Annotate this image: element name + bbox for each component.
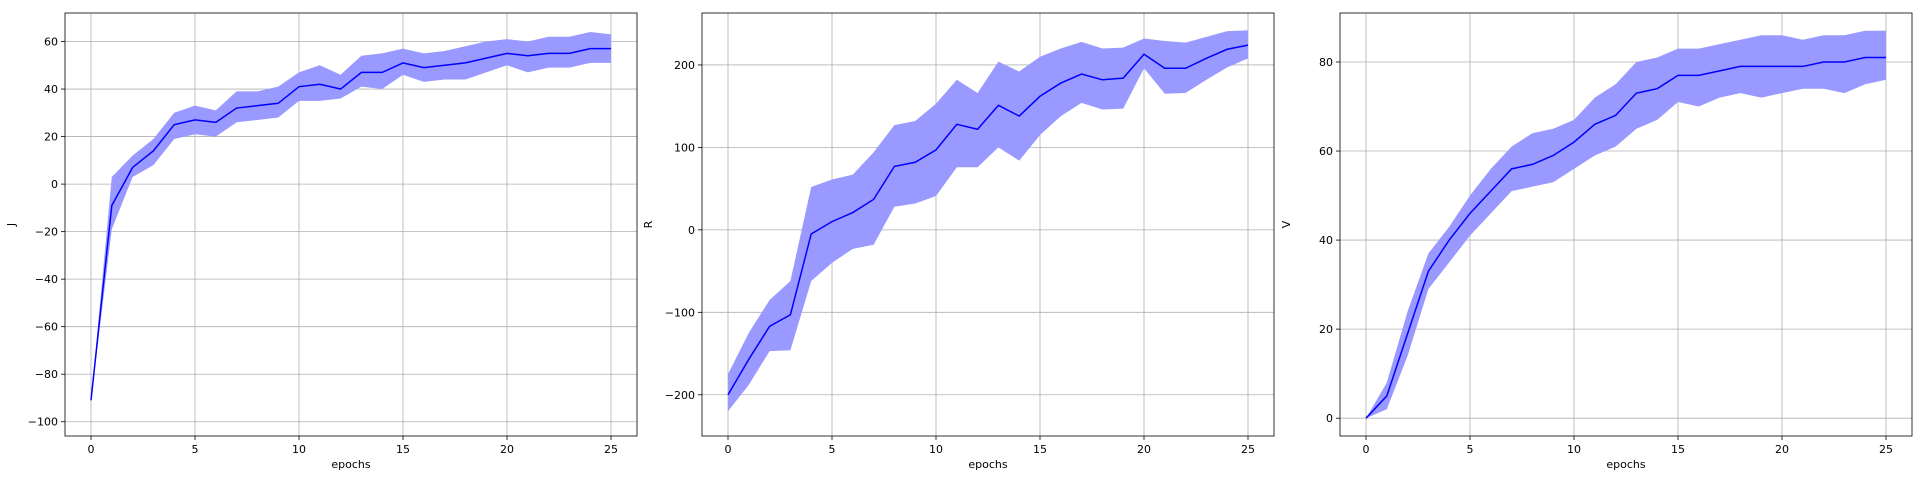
mean-line: [1365, 56, 1886, 419]
x-tick-label: 0: [88, 443, 95, 456]
x-tick-label: 20: [1775, 443, 1789, 456]
x-tick-label: 25: [1879, 443, 1893, 456]
x-tick-label: 15: [1671, 443, 1685, 456]
x-axis-label: epochs: [1606, 458, 1645, 471]
y-tick-label: −60: [35, 321, 58, 334]
chart-panel-J: 0 5 10 15 20 25 −100 −80 −60 −40 −20 0 20 40 60 epochs J: [5, 12, 638, 471]
x-tick-label: 10: [292, 443, 306, 456]
confidence-band: [1366, 30, 1886, 419]
x-tick-label: 5: [1467, 443, 1474, 456]
x-tick-label: 5: [829, 443, 836, 456]
y-tick-label: 80: [1319, 56, 1333, 69]
x-tick-label: 10: [1567, 443, 1581, 456]
y-axis-label: V: [1280, 220, 1293, 228]
y-tick-label: −200: [665, 389, 695, 402]
x-tick-label: 25: [1241, 443, 1255, 456]
y-tick-label: 40: [1319, 234, 1333, 247]
axes-frame: [64, 12, 638, 437]
y-axis-label: J: [5, 223, 18, 227]
chart-panel-V: 0 5 10 15 20 25 0 20 40 60 80 epochs V: [1280, 12, 1913, 471]
y-tick-label: 0: [688, 224, 695, 237]
y-tick-label: −20: [35, 226, 58, 239]
y-tick-label: 0: [1326, 412, 1333, 425]
x-tick-label: 10: [929, 443, 943, 456]
x-tick-label: 0: [1363, 443, 1370, 456]
y-tick-label: 20: [44, 131, 58, 144]
y-tick-label: 20: [1319, 323, 1333, 336]
x-tick-label: 15: [396, 443, 410, 456]
mean-line: [727, 44, 1249, 396]
chart-panel-R: 0 5 10 15 20 25 −200 −100 0 100 200 epochs R: [642, 12, 1275, 471]
confidence-band: [728, 30, 1248, 412]
y-tick-label: −80: [35, 368, 58, 381]
y-axis-label: R: [642, 220, 655, 228]
confidence-band: [91, 32, 611, 401]
x-tick-label: 20: [1137, 443, 1151, 456]
x-axis-label: epochs: [331, 458, 370, 471]
y-tick-label: −40: [35, 273, 58, 286]
x-tick-label: 0: [725, 443, 732, 456]
x-tick-label: 5: [192, 443, 199, 456]
x-tick-label: 15: [1033, 443, 1047, 456]
y-tick-label: 60: [44, 36, 58, 49]
x-tick-label: 20: [500, 443, 514, 456]
y-tick-label: 40: [44, 83, 58, 96]
axes-frame: [1339, 12, 1913, 437]
mean-line: [90, 47, 611, 401]
y-tick-label: −100: [665, 306, 695, 319]
axes-frame: [701, 12, 1275, 437]
y-tick-label: 200: [674, 59, 695, 72]
y-tick-label: 0: [51, 178, 58, 191]
x-axis-label: epochs: [968, 458, 1007, 471]
y-tick-label: 60: [1319, 145, 1333, 158]
y-tick-label: −100: [28, 416, 58, 429]
x-tick-label: 25: [604, 443, 618, 456]
y-tick-label: 100: [674, 141, 695, 154]
